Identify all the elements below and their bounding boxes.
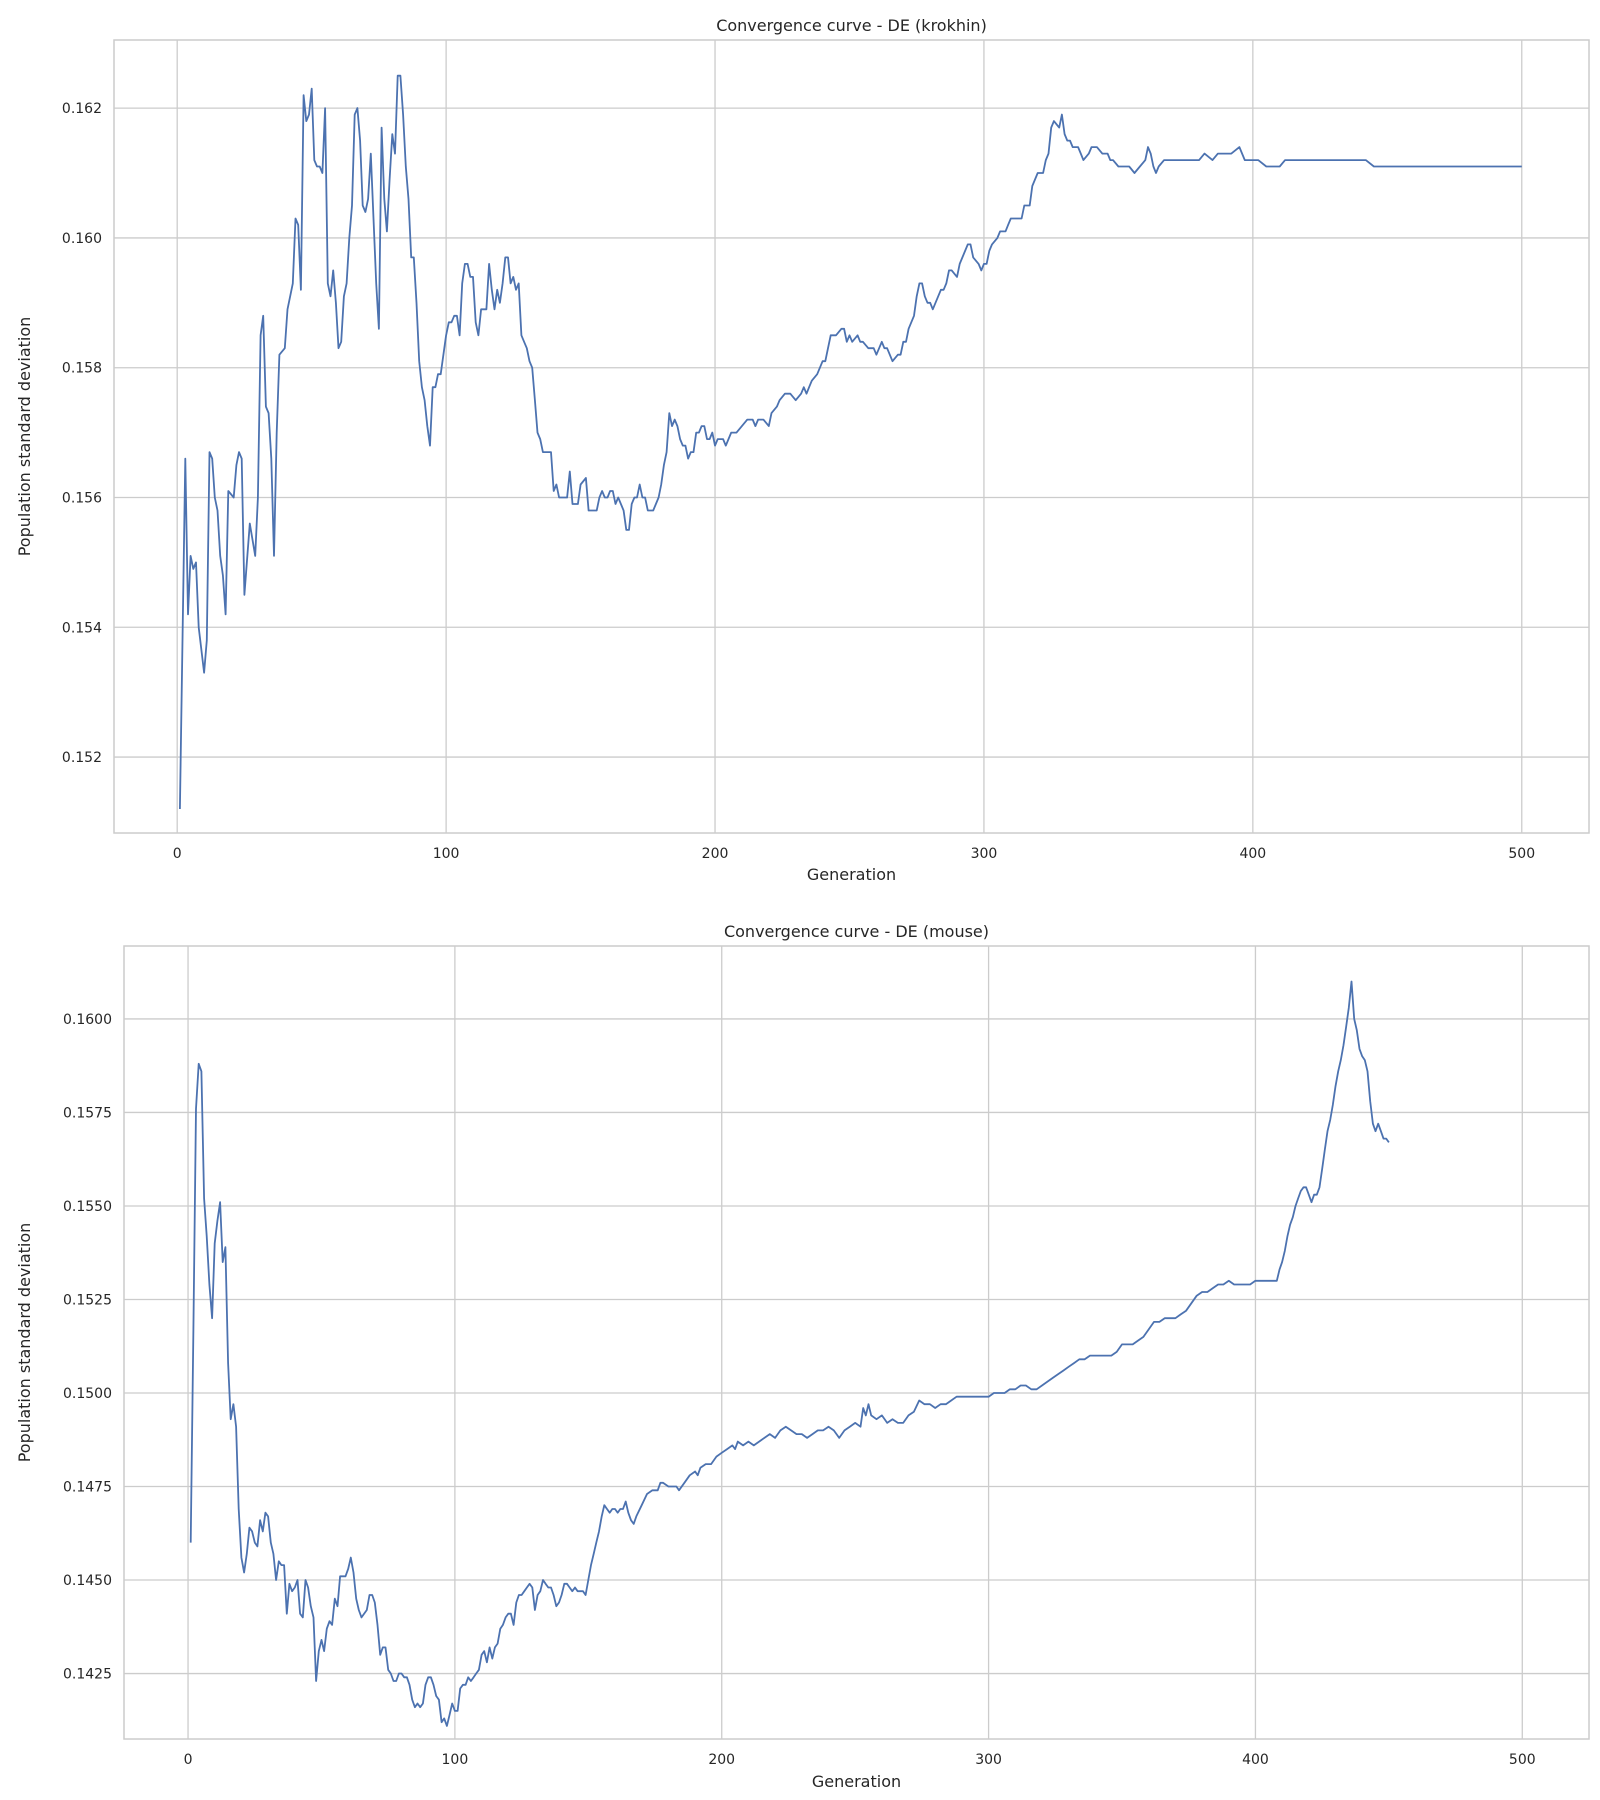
- x-tick-label: 500: [1508, 846, 1535, 862]
- y-tick-label: 0.1525: [63, 1292, 112, 1308]
- x-tick-label: 200: [708, 1752, 735, 1768]
- x-tick-label: 300: [971, 846, 998, 862]
- chart-mouse: 0 100 200 300 400 500 0.1425 0.1450 0.1475 0.1500…: [15, 922, 1590, 1791]
- series-line: [179, 74, 1522, 810]
- chart-krokhin: 0 100 200 300 400 500 0.152 0.154 0.156 0.158 0.16…: [15, 16, 1590, 884]
- plot-frame: [123, 945, 1590, 1740]
- y-tick-label: 0.152: [62, 750, 102, 766]
- x-tick-label: 0: [173, 846, 182, 862]
- y-tick-label: 0.1475: [63, 1480, 112, 1496]
- x-tick-label: 100: [442, 1752, 469, 1768]
- y-tick-label: 0.1575: [63, 1105, 112, 1121]
- y-tick-label: 0.1450: [63, 1573, 112, 1589]
- y-tick-label: 0.1550: [63, 1199, 112, 1215]
- y-tick-label: 0.154: [62, 620, 102, 636]
- x-tick-label: 400: [1242, 1752, 1269, 1768]
- x-tick-label: 100: [433, 846, 460, 862]
- series-line: [189, 980, 1390, 1727]
- y-axis-label: Population standard deviation: [15, 1223, 34, 1463]
- x-tick-label: 200: [702, 846, 729, 862]
- y-tick-label: 0.1425: [63, 1667, 112, 1683]
- x-tick-label: 300: [975, 1752, 1002, 1768]
- chart-title: Convergence curve - DE (krokhin): [716, 16, 987, 35]
- y-tick-label: 0.156: [62, 491, 102, 507]
- y-tick-label: 0.1500: [63, 1386, 112, 1402]
- x-axis-label: Generation: [807, 865, 896, 884]
- chart-title: Convergence curve - DE (mouse): [724, 922, 989, 941]
- y-axis-label: Population standard deviation: [15, 317, 34, 557]
- y-tick-label: 0.1600: [63, 1012, 112, 1028]
- y-tick-label: 0.162: [62, 101, 102, 117]
- x-tick-label: 500: [1509, 1752, 1536, 1768]
- y-tick-label: 0.160: [62, 231, 102, 247]
- x-tick-label: 0: [184, 1752, 193, 1768]
- plot-frame: [113, 39, 1590, 834]
- x-tick-label: 400: [1239, 846, 1266, 862]
- y-tick-label: 0.158: [62, 361, 102, 377]
- x-axis-label: Generation: [812, 1772, 901, 1791]
